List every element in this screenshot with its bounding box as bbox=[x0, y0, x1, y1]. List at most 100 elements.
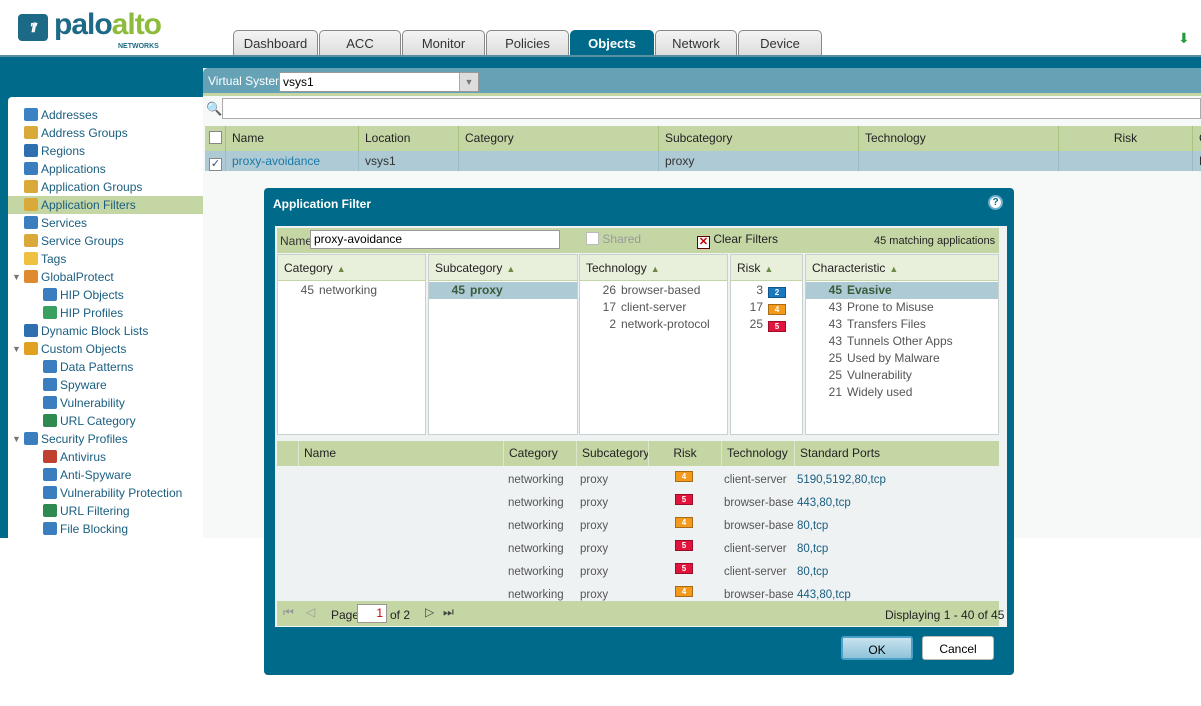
cancel-button[interactable]: Cancel bbox=[922, 636, 994, 660]
sidebar-item-hip-profiles[interactable]: HIP Profiles bbox=[43, 304, 123, 322]
column-header-location[interactable]: Location bbox=[359, 126, 459, 151]
filter-list: 26 browser-based 17 client-server 2 network-p… bbox=[580, 281, 727, 333]
next-page-icon[interactable]: ▷ bbox=[425, 605, 435, 619]
apps-header-standard-ports[interactable]: Standard Ports bbox=[794, 441, 999, 466]
column-header-category[interactable]: Category bbox=[459, 126, 659, 151]
row-name-link[interactable]: proxy-avoidance bbox=[226, 151, 359, 171]
tab-monitor[interactable]: Monitor bbox=[402, 30, 485, 56]
filter-item[interactable]: 26 browser-based bbox=[580, 282, 727, 299]
apps-header-technology[interactable]: Technology bbox=[721, 441, 794, 466]
filter-item[interactable]: 45 Evasive bbox=[806, 282, 998, 299]
table-cell: proxy bbox=[659, 151, 859, 171]
sidebar-item-regions[interactable]: Regions bbox=[24, 142, 85, 160]
expand-triangle-icon[interactable]: ▼ bbox=[12, 344, 21, 354]
apps-header-subcategory[interactable]: Subcategory bbox=[576, 441, 649, 466]
app-row[interactable]: aol-proxynetworkingproxyclient-server519… bbox=[277, 470, 999, 493]
sidebar-item-anti-spyware[interactable]: Anti-Spyware bbox=[43, 466, 131, 484]
sidebar-item-label: Service Groups bbox=[41, 234, 124, 248]
sidebar-item-address-groups[interactable]: Address Groups bbox=[24, 124, 128, 142]
app-row[interactable]: avoidrnetworkingproxybrowser-based80,tcp… bbox=[277, 516, 999, 539]
filter-item[interactable]: 21 Widely used bbox=[806, 384, 998, 401]
filter-column-header[interactable]: Subcategory ▲ bbox=[429, 255, 577, 281]
app-row[interactable]: asproxynetworkingproxybrowser-based443,8… bbox=[277, 493, 999, 516]
tab-policies[interactable]: Policies bbox=[486, 30, 569, 56]
filter-item[interactable]: 45 networking bbox=[278, 282, 425, 299]
filter-item[interactable]: 43 Transfers Files bbox=[806, 316, 998, 333]
filter-item[interactable]: 45 proxy bbox=[429, 282, 577, 299]
filter-item[interactable]: 25 Vulnerability bbox=[806, 367, 998, 384]
app-row[interactable]: bypassnetworkingproxyclient-server80,tcp… bbox=[277, 539, 999, 562]
app-cell: 80,tcp bbox=[797, 566, 829, 578]
column-header-name[interactable]: Name bbox=[226, 126, 359, 151]
prev-page-icon[interactable]: ◁ bbox=[306, 605, 316, 619]
filter-column-header[interactable]: Risk ▲ bbox=[731, 255, 802, 281]
app-row[interactable]: camo-proxynetworkingproxybrowser-based44… bbox=[277, 585, 999, 608]
sidebar-item-file-blocking[interactable]: File Blocking bbox=[43, 520, 128, 538]
sidebar-item-tags[interactable]: Tags bbox=[24, 250, 66, 268]
clear-filters-button[interactable]: ✕ Clear Filters bbox=[697, 232, 778, 249]
page-input[interactable]: 1 bbox=[357, 604, 387, 623]
help-icon[interactable]: ? bbox=[988, 195, 1003, 210]
last-page-icon[interactable]: ⏭ bbox=[443, 605, 454, 619]
expand-triangle-icon[interactable]: ▼ bbox=[12, 434, 21, 444]
row-checkbox[interactable]: ✓ bbox=[205, 151, 226, 171]
shared-checkbox[interactable]: Shared bbox=[586, 232, 641, 246]
name-input[interactable]: proxy-avoidance bbox=[310, 230, 560, 249]
tab-dashboard[interactable]: Dashboard bbox=[233, 30, 318, 56]
commit-icon[interactable]: ⬇ bbox=[1178, 30, 1190, 46]
select-all-checkbox[interactable] bbox=[205, 126, 226, 151]
filter-item[interactable]: 17 4 bbox=[731, 299, 802, 316]
app-cell: proxy bbox=[580, 589, 609, 601]
sidebar-item-globalprotect[interactable]: ▼ GlobalProtect bbox=[12, 268, 114, 286]
virtual-system-select[interactable]: vsys1 ▼ bbox=[279, 72, 479, 92]
expand-triangle-icon[interactable]: ▼ bbox=[12, 272, 21, 282]
filter-column-header[interactable]: Category ▲ bbox=[278, 255, 425, 281]
filter-item[interactable]: 43 Tunnels Other Apps bbox=[806, 333, 998, 350]
tab-network[interactable]: Network bbox=[655, 30, 737, 56]
sidebar-item-vulnerability[interactable]: Vulnerability bbox=[43, 394, 125, 412]
filter-item[interactable]: 43 Prone to Misuse bbox=[806, 299, 998, 316]
column-header-characteristic[interactable]: Characteristic bbox=[1193, 126, 1201, 151]
tab-acc[interactable]: ACC bbox=[319, 30, 401, 56]
filter-column-header[interactable]: Technology ▲ bbox=[580, 255, 727, 281]
sidebar-item-vulnerability-protection[interactable]: Vulnerability Protection bbox=[43, 484, 182, 502]
sidebar-item-data-patterns[interactable]: Data Patterns bbox=[43, 358, 133, 376]
apps-header-category[interactable]: Category bbox=[503, 441, 576, 466]
filter-item[interactable]: 2 network-protocol bbox=[580, 316, 727, 333]
search-input[interactable] bbox=[222, 98, 1201, 119]
sidebar-item-service-groups[interactable]: Service Groups bbox=[24, 232, 124, 250]
first-page-icon[interactable]: ⏮ bbox=[283, 605, 294, 619]
sidebar-item-custom-objects[interactable]: ▼ Custom Objects bbox=[12, 340, 127, 358]
sidebar-item-dynamic-block-lists[interactable]: Dynamic Block Lists bbox=[24, 322, 148, 340]
sidebar-item-services[interactable]: Services bbox=[24, 214, 87, 232]
column-header-subcategory[interactable]: Subcategory bbox=[659, 126, 859, 151]
filter-item[interactable]: 25 Used by Malware bbox=[806, 350, 998, 367]
chevron-down-icon[interactable]: ▼ bbox=[459, 73, 478, 91]
filter-column-header[interactable]: Characteristic ▲ bbox=[806, 255, 998, 281]
column-header-technology[interactable]: Technology bbox=[859, 126, 1059, 151]
sidebar-item-security-profiles[interactable]: ▼ Security Profiles bbox=[12, 430, 128, 448]
sidebar-item-addresses[interactable]: Addresses bbox=[24, 106, 98, 124]
app-row[interactable]: bypassthatnetworkingproxyclient-server80… bbox=[277, 562, 999, 585]
apps-header-name[interactable]: Name bbox=[298, 441, 503, 466]
sidebar-item-antivirus[interactable]: Antivirus bbox=[43, 448, 106, 466]
filter-label: Evasive bbox=[847, 283, 892, 297]
sidebar-item-application-filters[interactable]: Application Filters bbox=[8, 196, 203, 214]
sidebar-item-hip-objects[interactable]: HIP Objects bbox=[43, 286, 124, 304]
ok-button[interactable]: OK bbox=[841, 636, 913, 660]
services-icon bbox=[24, 216, 38, 229]
sidebar-item-url-category[interactable]: URL Category bbox=[43, 412, 136, 430]
sidebar-item-spyware[interactable]: Spyware bbox=[43, 376, 107, 394]
sidebar-item-url-filtering[interactable]: URL Filtering bbox=[43, 502, 130, 520]
sidebar-item-application-groups[interactable]: Application Groups bbox=[24, 178, 142, 196]
filter-item[interactable]: 25 5 bbox=[731, 316, 802, 333]
filter-item[interactable]: 17 client-server bbox=[580, 299, 727, 316]
antivirus-icon bbox=[43, 450, 57, 463]
column-header-risk[interactable]: Risk bbox=[1059, 126, 1193, 151]
apps-header-risk[interactable]: Risk bbox=[648, 441, 721, 466]
sidebar-item-label: Custom Objects bbox=[41, 342, 127, 356]
sidebar-item-applications[interactable]: Applications bbox=[24, 160, 106, 178]
tab-device[interactable]: Device bbox=[738, 30, 822, 56]
tab-objects[interactable]: Objects bbox=[570, 30, 654, 56]
